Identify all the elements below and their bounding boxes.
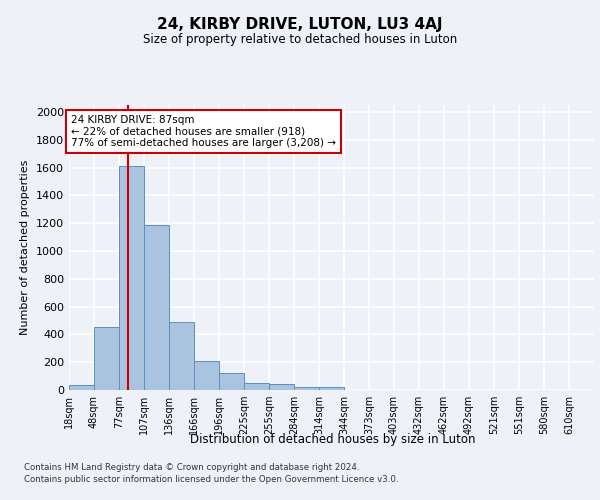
Text: 24, KIRBY DRIVE, LUTON, LU3 4AJ: 24, KIRBY DRIVE, LUTON, LU3 4AJ: [157, 18, 443, 32]
Bar: [94, 326, 119, 390]
Bar: [244, 383, 269, 390]
Text: 24 KIRBY DRIVE: 87sqm
← 22% of detached houses are smaller (918)
77% of semi-det: 24 KIRBY DRIVE: 87sqm ← 22% of detached …: [71, 114, 336, 148]
Y-axis label: Number of detached properties: Number of detached properties: [20, 160, 31, 335]
Bar: [219, 372, 244, 390]
Bar: [294, 386, 319, 390]
Text: Contains HM Land Registry data © Crown copyright and database right 2024.: Contains HM Land Registry data © Crown c…: [24, 464, 359, 472]
Text: Contains public sector information licensed under the Open Government Licence v3: Contains public sector information licen…: [24, 475, 398, 484]
Text: Distribution of detached houses by size in Luton: Distribution of detached houses by size …: [190, 432, 476, 446]
Bar: [69, 385, 94, 390]
Bar: [169, 322, 194, 390]
Text: Size of property relative to detached houses in Luton: Size of property relative to detached ho…: [143, 32, 457, 46]
Bar: [319, 388, 344, 390]
Bar: [119, 166, 144, 390]
Bar: [194, 361, 219, 390]
Bar: [144, 224, 169, 390]
Bar: [269, 384, 294, 390]
